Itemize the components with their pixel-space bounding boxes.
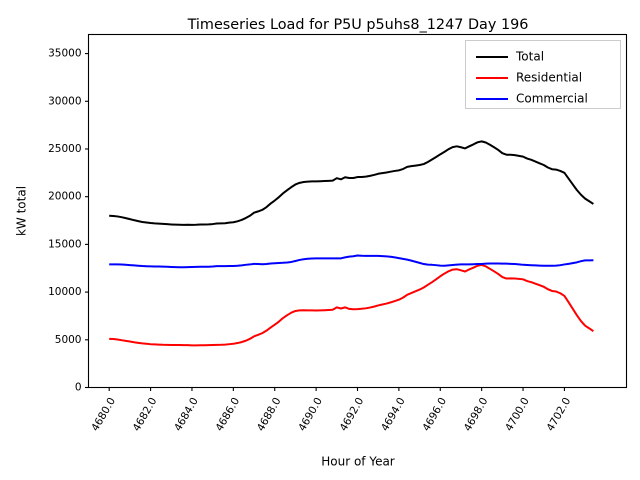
chart-title: Timeseries Load for P5U p5uhs8_1247 Day …	[187, 17, 529, 33]
y-tick-label: 20000	[48, 191, 81, 203]
x-tick-label: 4698.0	[462, 396, 491, 434]
legend-frame	[465, 40, 621, 109]
x-tick-label: 4684.0	[172, 396, 201, 434]
y-tick-label: 15000	[48, 238, 81, 250]
legend-label-commercial: Commercial	[516, 92, 588, 106]
x-tick-label: 4700.0	[503, 396, 532, 434]
y-tick-label: 35000	[48, 48, 81, 60]
y-tick-label: 25000	[48, 143, 81, 155]
series-line-residential	[109, 263, 594, 347]
y-axis-ticks: 0 5000 10000 15000 20000 25000 30000 35000	[48, 48, 89, 394]
y-tick-label: 30000	[48, 95, 81, 107]
x-tick-label: 4692.0	[338, 396, 367, 434]
series-line-commercial	[109, 254, 594, 269]
x-tick-label: 4702.0	[544, 396, 573, 434]
x-tick-label: 4682.0	[131, 396, 160, 434]
x-tick-label: 4688.0	[255, 396, 284, 434]
y-tick-label: 5000	[55, 334, 82, 346]
y-tick-label: 10000	[48, 286, 81, 298]
y-tick-label: 0	[75, 382, 82, 394]
legend-label-total: Total	[515, 50, 544, 64]
x-tick-label: 4686.0	[213, 396, 242, 434]
y-axis-label: kW total	[15, 186, 29, 236]
series-line-total	[109, 140, 594, 226]
x-tick-label: 4696.0	[420, 396, 449, 434]
chart-legend[interactable]: Total Residential Commercial	[465, 40, 621, 109]
x-tick-label: 4694.0	[379, 396, 408, 434]
x-axis-label: Hour of Year	[321, 455, 395, 469]
legend-label-residential: Residential	[516, 71, 582, 85]
data-series-group	[109, 140, 594, 347]
x-tick-label: 4690.0	[296, 396, 325, 434]
legend-entries: Total Residential Commercial	[476, 50, 588, 106]
x-tick-label: 4680.0	[89, 396, 118, 434]
x-axis-ticks: 4680.0 4682.0 4684.0 4686.0 4688.0 4690.0 4692…	[89, 387, 573, 434]
